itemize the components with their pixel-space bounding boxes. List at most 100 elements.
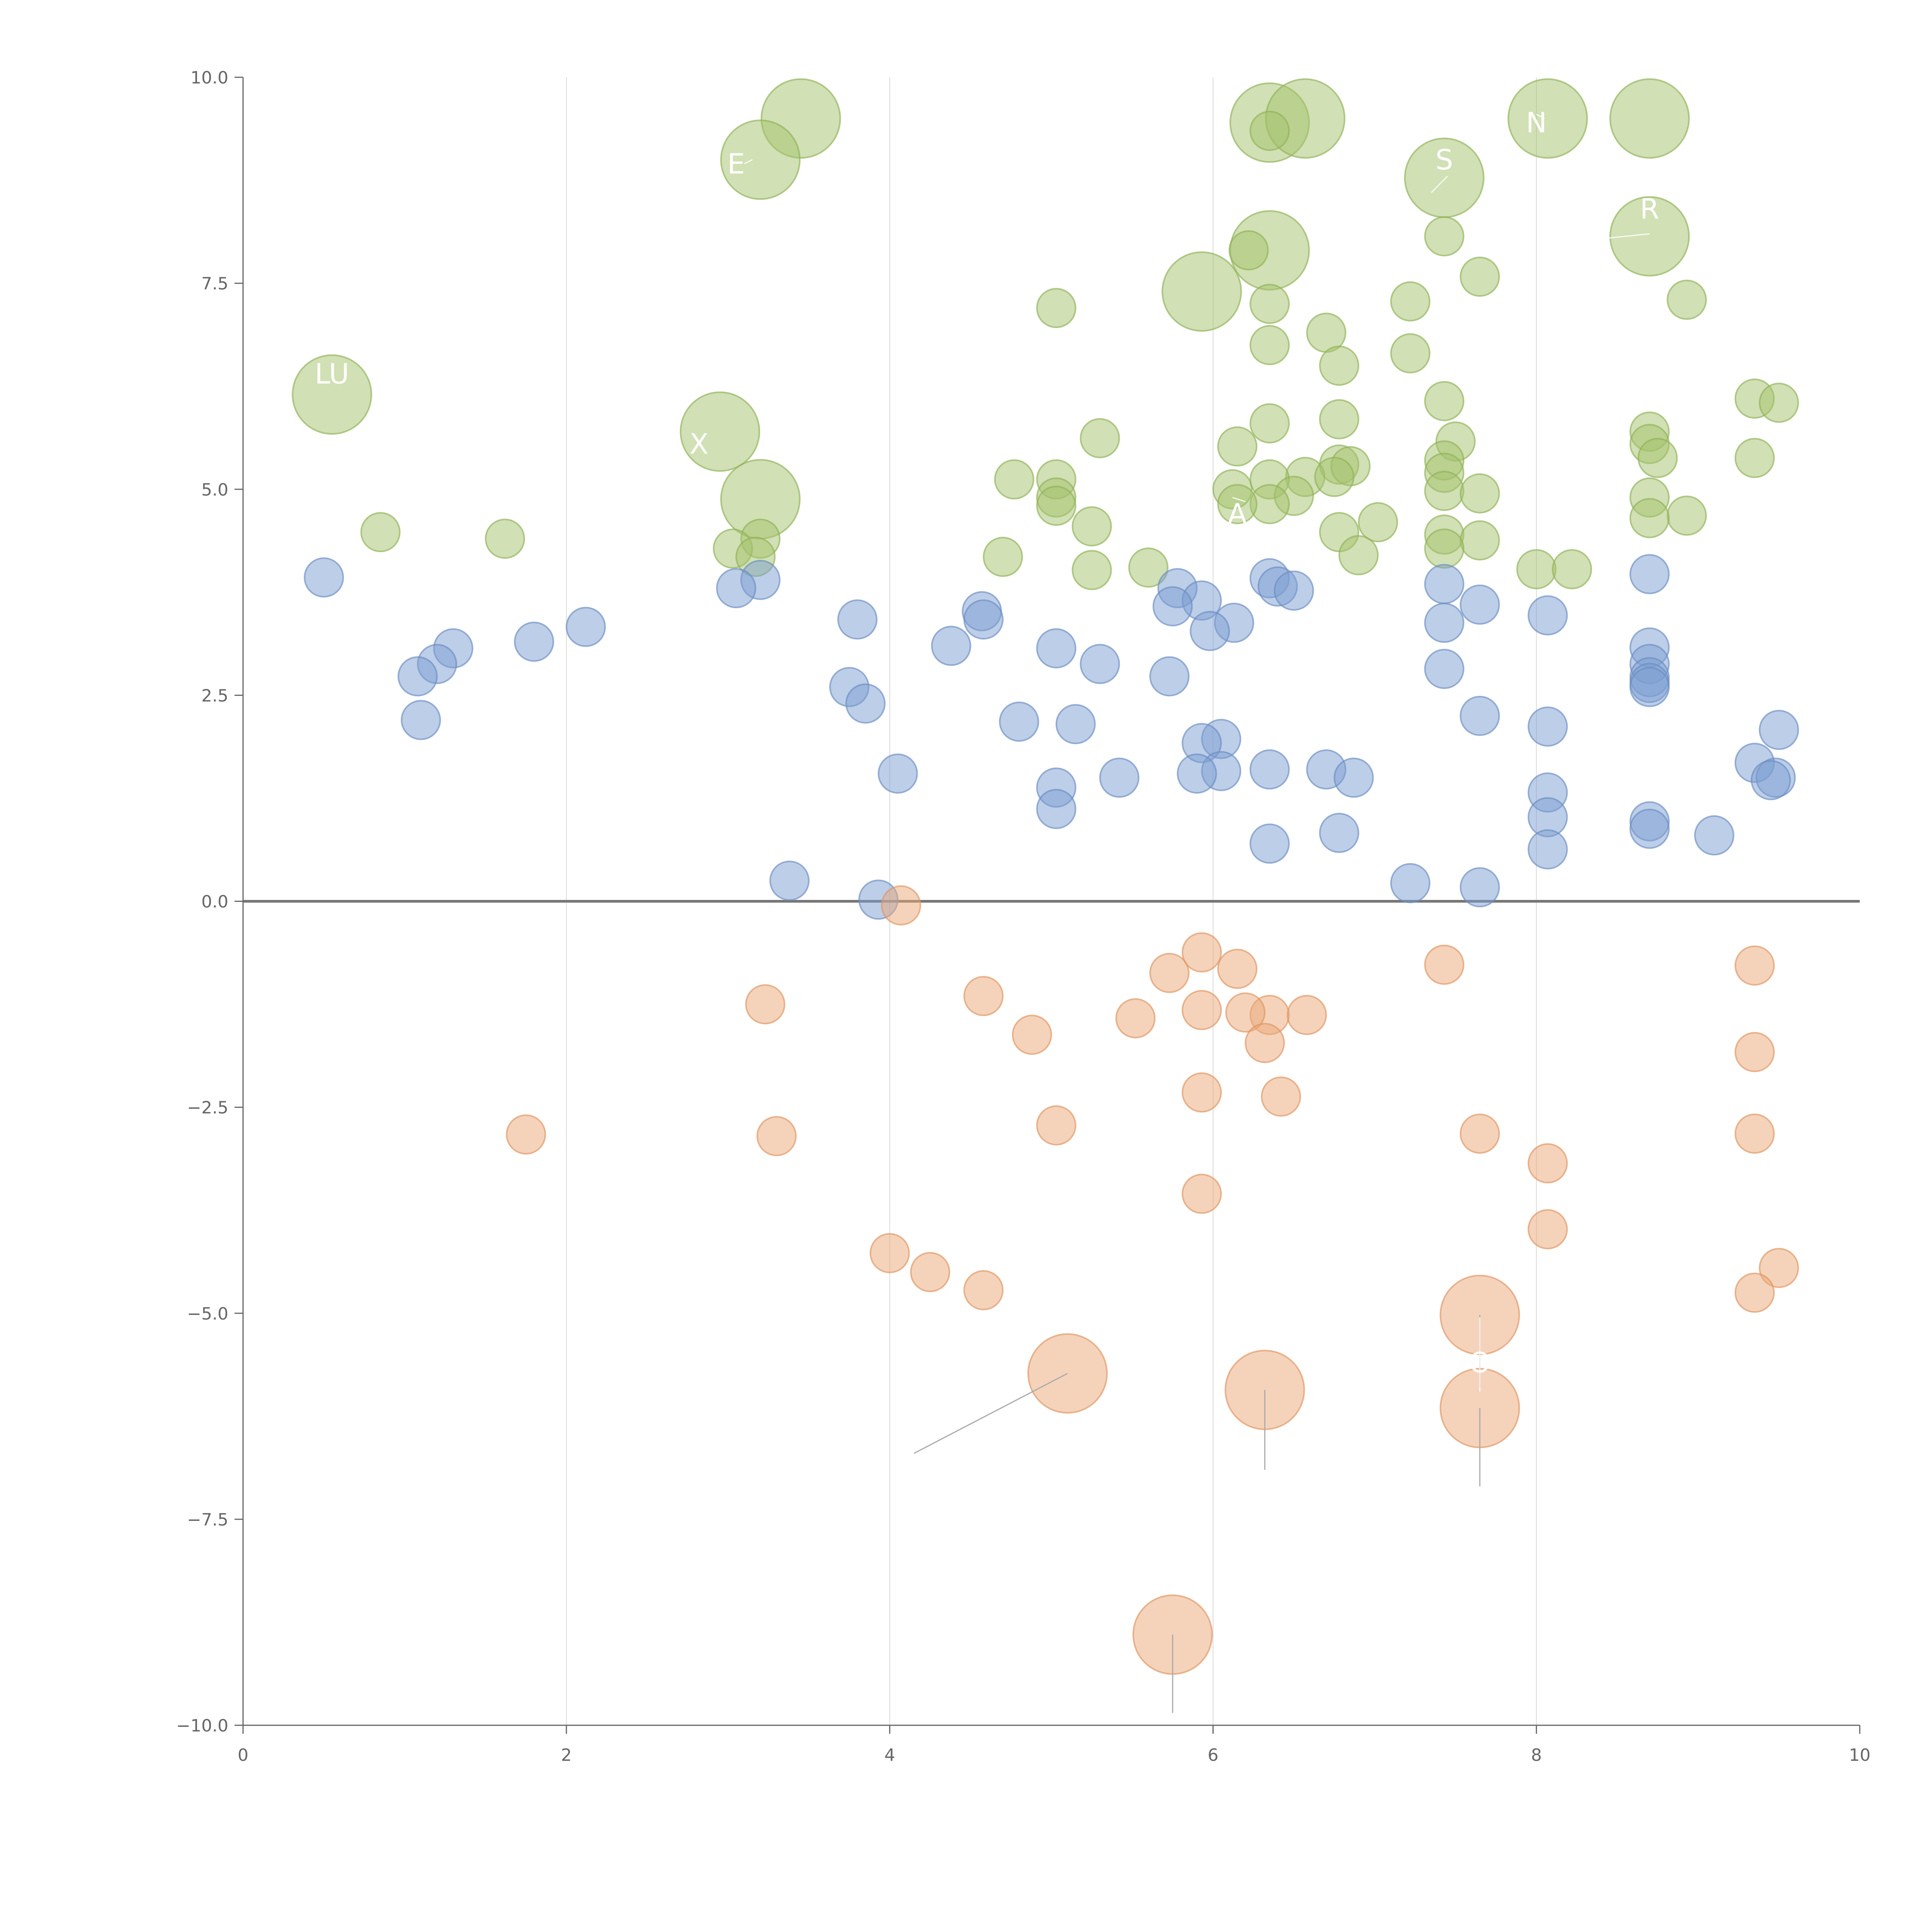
point-mid (1750, 760, 1791, 801)
y-tick-label: −5.0 (187, 1304, 228, 1324)
point-mid (1055, 704, 1096, 745)
point-high (1036, 485, 1077, 526)
point-low (1182, 932, 1222, 973)
point-low (869, 1233, 910, 1274)
point-mid (931, 626, 971, 666)
y-tick-label: 7.5 (201, 274, 228, 294)
point-mid (1459, 867, 1500, 908)
point-mid (1080, 644, 1120, 684)
point-label: R (1640, 193, 1659, 225)
point-mid (1527, 829, 1568, 870)
point-label: A (1228, 498, 1247, 530)
x-tick-label: 4 (884, 1745, 895, 1765)
point-low (1759, 1248, 1799, 1288)
point-high (1516, 549, 1557, 590)
point-label: N (1526, 106, 1547, 139)
point-labels: LU X E A S N R O (315, 106, 1660, 1379)
point-high (1228, 230, 1269, 270)
point-low (1115, 998, 1156, 1039)
point-low (1182, 1072, 1222, 1113)
point-mid (1274, 570, 1314, 611)
point-mid (1249, 823, 1290, 864)
point-label: X (689, 428, 708, 460)
point-high (1162, 251, 1242, 332)
point-high (1249, 284, 1290, 324)
y-tick-label: 2.5 (201, 686, 228, 706)
point-high (1249, 111, 1290, 151)
point-low (756, 1116, 797, 1156)
point-mid (514, 621, 554, 662)
point-low (1527, 1209, 1568, 1250)
leader-line (913, 1373, 1068, 1454)
point-mid (566, 607, 606, 647)
point-mid (1319, 813, 1359, 853)
point-low (506, 1114, 546, 1155)
point-mid (1333, 757, 1374, 798)
point-mid (304, 557, 344, 598)
point-high (1609, 78, 1690, 159)
point-low (1217, 949, 1258, 989)
point-high (1667, 279, 1707, 320)
point-mid (999, 701, 1039, 742)
point-high (1507, 78, 1588, 159)
point-high (1459, 257, 1500, 297)
leader-lines (744, 114, 1650, 1713)
point-low (1287, 995, 1327, 1035)
point-mid (1424, 602, 1464, 643)
point-high (1128, 547, 1169, 588)
point-mid (1694, 815, 1735, 855)
y-tick-label: 5.0 (201, 480, 228, 500)
point-high (680, 391, 760, 472)
point-label: LU (315, 358, 349, 390)
point-high (1424, 471, 1464, 511)
point-low (745, 984, 786, 1025)
point-high (1459, 473, 1500, 514)
label-leader (744, 159, 753, 165)
point-high (1552, 549, 1592, 590)
point-high (1071, 550, 1112, 590)
point-high (1319, 345, 1359, 386)
point-low (1735, 945, 1775, 986)
point-mid (1177, 753, 1217, 794)
point-mid (401, 700, 441, 740)
point-high (1071, 506, 1112, 547)
point-mid (397, 656, 438, 697)
point-mid (1424, 649, 1464, 689)
x-tick-label: 0 (238, 1745, 248, 1765)
point-high (1735, 438, 1775, 478)
point-high (1080, 418, 1120, 459)
point-mid (1629, 554, 1670, 594)
point-low (1459, 1113, 1500, 1154)
x-tick-label: 8 (1531, 1745, 1542, 1765)
y-tick-label: −10.0 (176, 1716, 228, 1736)
point-high (720, 119, 801, 200)
point-mid (1629, 667, 1670, 707)
point-mid (1459, 696, 1500, 736)
point-high (360, 512, 401, 553)
point-mid (1036, 789, 1077, 829)
point-high (292, 354, 372, 435)
point-high (1459, 520, 1500, 561)
point-high (1759, 383, 1799, 423)
x-tick-label: 10 (1849, 1745, 1871, 1765)
label-leader (1568, 233, 1650, 243)
point-low (963, 1270, 1004, 1311)
point-high (994, 459, 1034, 500)
point-high (1249, 325, 1290, 366)
label-leader (1431, 175, 1448, 193)
x-tick-label: 2 (561, 1745, 572, 1765)
point-low (881, 885, 921, 926)
point-mid (845, 683, 886, 724)
point-low (910, 1252, 951, 1293)
point-high (1609, 196, 1690, 277)
point-high (1390, 333, 1430, 374)
point-low (1149, 953, 1190, 993)
point-high (1217, 426, 1258, 467)
point-high (1358, 502, 1398, 543)
point-label: O (1469, 1347, 1491, 1379)
point-mid (1152, 586, 1193, 627)
point-low (963, 976, 1004, 1016)
point-low (1245, 1023, 1285, 1063)
point-high (1217, 484, 1258, 524)
